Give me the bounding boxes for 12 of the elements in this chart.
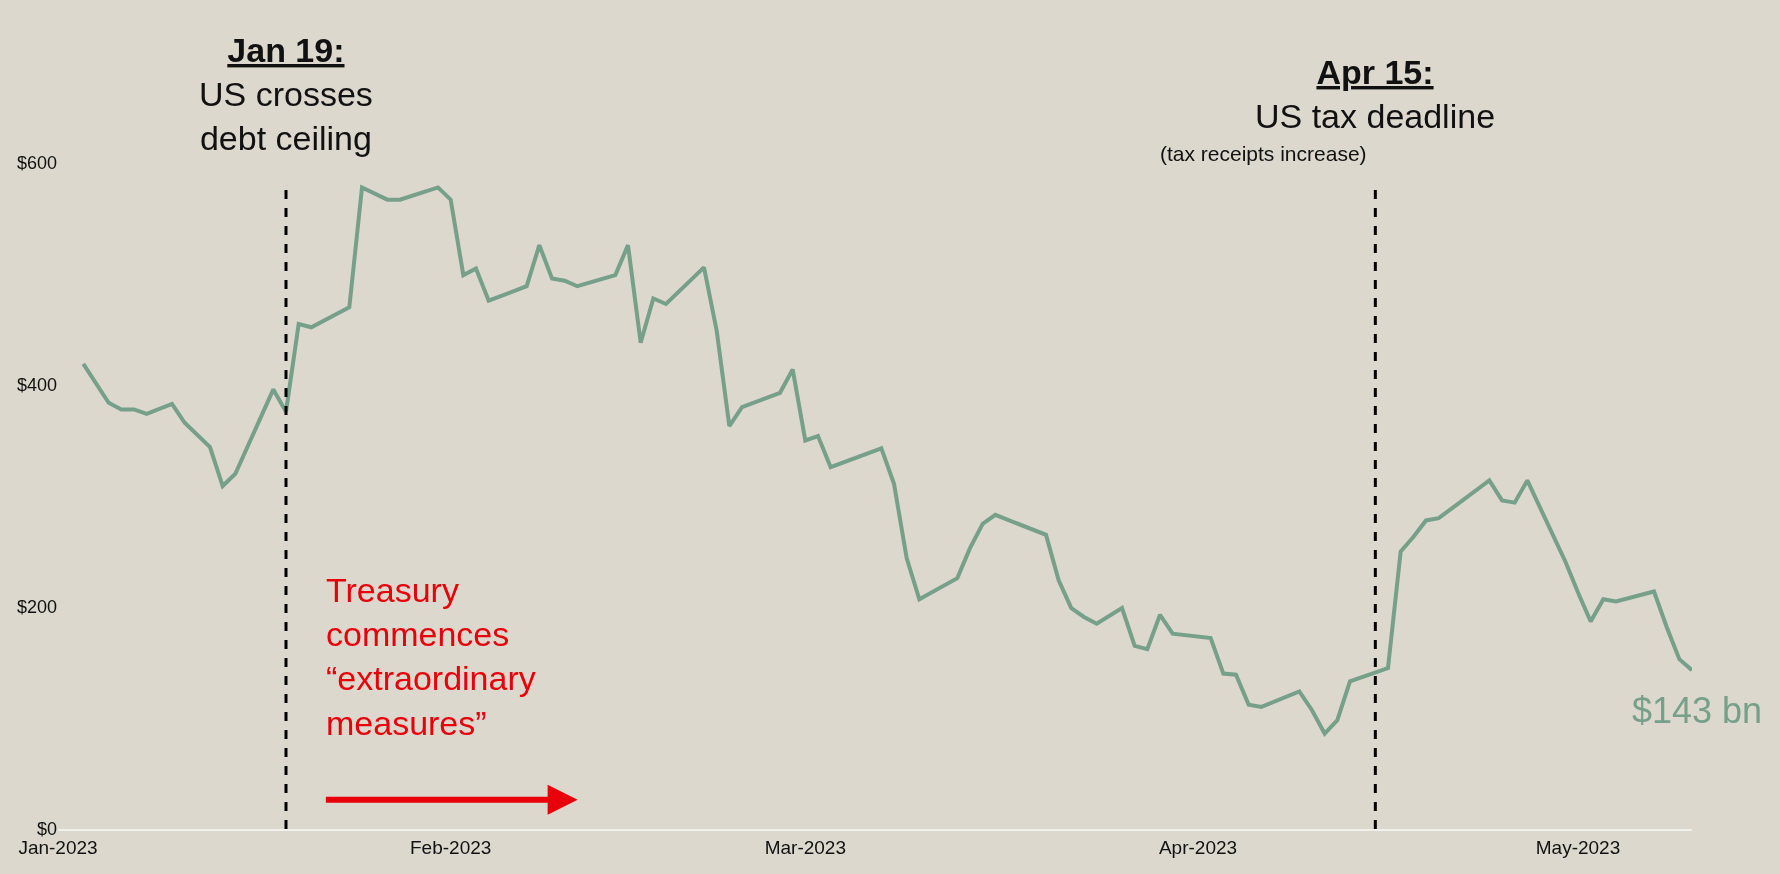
annotation: $143 bn (1632, 690, 1763, 731)
y-tick-label: $400 (16, 375, 57, 396)
ref-line-label: Apr 15: US tax deadline (1255, 53, 1496, 136)
x-tick-label: Mar-2023 (764, 836, 846, 858)
x-tick-label: Apr-2023 (1158, 836, 1238, 858)
x-tick-label: Feb-2023 (410, 836, 492, 858)
annotation: Treasury commences “extraordinary measures” (326, 571, 536, 742)
x-tick-label: May-2023 (1535, 836, 1621, 858)
ref-line-label: Jan 19: US crosses debt ceiling (199, 31, 373, 158)
y-tick-label: $200 (16, 597, 57, 618)
y-tick-label: $600 (16, 153, 57, 174)
annotation: (tax receipts increase) (1160, 142, 1367, 165)
